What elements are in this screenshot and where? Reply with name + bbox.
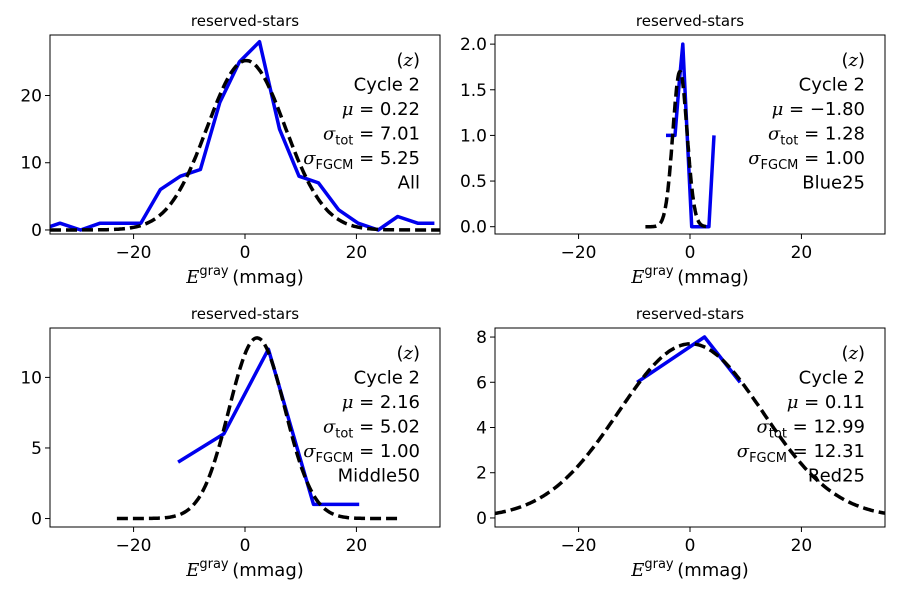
annotation-band: (z) <box>396 50 420 71</box>
annotation-sigma-tot: σtot = 5.02 <box>323 417 420 442</box>
y-tick-label: 1.5 <box>460 81 487 101</box>
y-tick-label: 20 <box>20 87 42 107</box>
annotation-mu: μ = −1.80 <box>772 99 865 120</box>
y-tick-label: 6 <box>476 373 487 393</box>
annotation-sigma-tot: σtot = 1.28 <box>768 124 865 149</box>
annotation-sigma-fgcm: σFGCM = 1.00 <box>748 148 865 173</box>
subplot-2: reserved-stars −20 0 20 0.0 0.5 1.0 1.5 2.0 Egray… <box>460 12 886 288</box>
subplot-title: reserved-stars <box>191 305 299 323</box>
y-tick-label: 0.0 <box>460 218 487 238</box>
x-axis-label: Egray (mmag) <box>630 557 749 581</box>
x-tick-label: 20 <box>791 536 813 556</box>
y-tick-label: 10 <box>20 154 42 174</box>
y-tick-label: 0 <box>476 509 487 529</box>
subplot-title: reserved-stars <box>191 12 299 30</box>
x-tick-label: −20 <box>116 536 152 556</box>
x-axis-label: Egray (mmag) <box>630 264 749 288</box>
y-tick-label: 5 <box>31 439 42 459</box>
annotation-label: Blue25 <box>802 173 865 194</box>
x-tick-label: 0 <box>685 536 696 556</box>
y-tick-label: 4 <box>476 419 487 439</box>
plot-area <box>495 335 885 516</box>
y-tick-label: 0 <box>31 510 42 530</box>
annotation-cycle: Cycle 2 <box>799 75 865 96</box>
fit-curve <box>643 69 711 229</box>
x-tick-label: 0 <box>685 243 696 263</box>
subplot-title: reserved-stars <box>636 305 744 323</box>
x-axis-label: Egray (mmag) <box>185 557 304 581</box>
y-tick-label: 10 <box>20 368 42 388</box>
annotation-cycle: Cycle 2 <box>799 368 865 389</box>
fit-curve <box>495 342 885 516</box>
annotation-label: Red25 <box>808 466 865 487</box>
subplot-title: reserved-stars <box>636 12 744 30</box>
fit-curve <box>116 336 399 521</box>
subplot-4: reserved-stars −20 0 20 0 2 4 6 8 Egray (mmag) (z)… <box>476 305 886 581</box>
subplot-1: reserved-stars −20 0 20 0 10 20 Egray (mmag) (z)… <box>20 12 441 288</box>
annotation-mu: μ = 0.22 <box>342 99 420 120</box>
annotation-cycle: Cycle 2 <box>354 75 420 96</box>
plot-area <box>643 42 716 229</box>
annotation-label: Middle50 <box>338 466 420 487</box>
x-tick-label: 0 <box>240 243 251 263</box>
plot-area <box>50 39 440 232</box>
annotation-cycle: Cycle 2 <box>354 368 420 389</box>
annotation-band: (z) <box>841 343 865 364</box>
y-tick-label: 1.0 <box>460 126 487 146</box>
subplot-3: reserved-stars −20 0 20 0 5 10 Egray (mmag) (z) C… <box>20 305 441 581</box>
annotation-sigma-tot: σtot = 12.99 <box>756 417 865 442</box>
y-tick-label: 8 <box>476 328 487 348</box>
annotation-sigma-fgcm: σFGCM = 12.31 <box>737 441 865 466</box>
axes-frame <box>494 34 886 235</box>
y-tick-label: 2.0 <box>460 35 487 55</box>
x-tick-label: −20 <box>561 536 597 556</box>
x-axis-label: Egray (mmag) <box>185 264 304 288</box>
y-tick-label: 0.5 <box>460 172 487 192</box>
axes-frame <box>49 327 441 528</box>
x-tick-label: −20 <box>561 243 597 263</box>
y-tick-label: 2 <box>476 464 487 484</box>
annotation-band: (z) <box>841 50 865 71</box>
annotation-mu: μ = 2.16 <box>342 392 420 413</box>
annotation-mu: μ = 0.11 <box>787 392 865 413</box>
axes-frame <box>49 34 441 235</box>
annotation-label: All <box>398 173 420 194</box>
annotation-band: (z) <box>396 343 420 364</box>
axes-frame <box>494 327 886 528</box>
annotation-sigma-tot: σtot = 7.01 <box>323 124 420 149</box>
plot-area <box>116 336 399 521</box>
x-tick-label: −20 <box>116 243 152 263</box>
y-tick-label: 0 <box>31 221 42 241</box>
x-tick-label: 20 <box>346 536 368 556</box>
fit-curve <box>50 58 440 232</box>
annotation-sigma-fgcm: σFGCM = 1.00 <box>303 441 420 466</box>
x-tick-label: 20 <box>791 243 813 263</box>
annotation-sigma-fgcm: σFGCM = 5.25 <box>303 148 420 173</box>
x-tick-label: 0 <box>240 536 251 556</box>
x-tick-label: 20 <box>346 243 368 263</box>
